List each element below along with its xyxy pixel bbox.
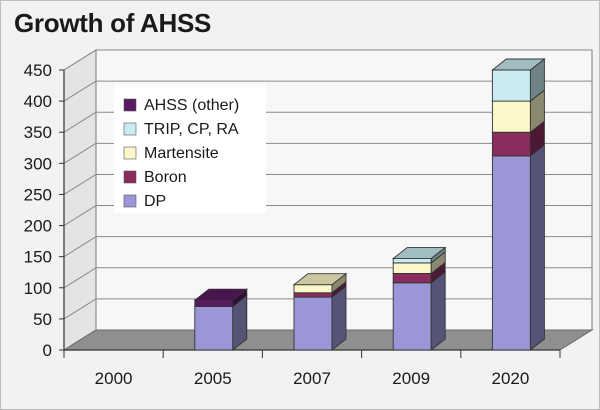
side-wall [63,49,97,351]
bar-side [430,270,446,351]
bar-front [293,284,333,294]
legend-swatch [123,146,137,160]
x-tick-label: 2020 [491,369,529,388]
gridline-side [63,49,97,71]
gridline-side [63,174,97,195]
bar-front [293,292,333,298]
y-tick-label: 300 [24,154,52,173]
x-tick-label: 2005 [194,369,232,388]
gridline-side [63,267,97,289]
bar-front [392,282,432,351]
legend-swatch [123,122,137,136]
y-tick-label: 50 [33,310,52,329]
bar-front [194,299,234,307]
legend-label: Martensite [144,145,219,162]
bar-front [194,305,234,351]
gridline-side [63,236,97,258]
gridline-side [63,80,97,102]
y-tick-label: 450 [24,61,52,80]
bar-front [491,100,531,133]
y-tick-label: 100 [24,279,52,298]
y-tick-label: 400 [24,92,52,111]
y-tick-label: 250 [24,185,52,204]
bar-front [491,69,531,102]
legend-box [114,85,266,213]
y-tick-label: 150 [24,248,52,267]
legend-label: TRIP, CP, RA [144,121,239,138]
gridline-side [63,205,97,226]
y-tick-label: 200 [24,217,52,236]
legend-swatch [123,98,137,112]
bar-top [193,288,249,301]
x-tick-label: 2007 [293,369,331,388]
x-tick-label: 2009 [392,369,430,388]
bar-front [491,155,531,351]
gridline-side [63,142,97,164]
bar-top [292,273,348,286]
bar-front [392,262,432,274]
bar-front [293,296,333,351]
chart-title: Growth of AHSS [14,8,212,38]
bar-front [491,131,531,157]
gridline-side [63,111,97,133]
bar-top [491,58,546,71]
legend-swatch [123,194,137,208]
legend-label: Boron [144,169,187,186]
bar-front [392,273,432,284]
bar-side [529,143,545,351]
y-tick-label: 350 [24,123,52,142]
legend-label: DP [144,193,166,210]
legend-swatch [123,170,137,184]
y-tick-label: 0 [43,341,52,360]
x-tick-label: 2000 [95,369,133,388]
legend-label: AHSS (other) [144,97,239,114]
bar-top [391,247,447,259]
bar-front [392,258,432,264]
gridline-side [63,298,97,320]
